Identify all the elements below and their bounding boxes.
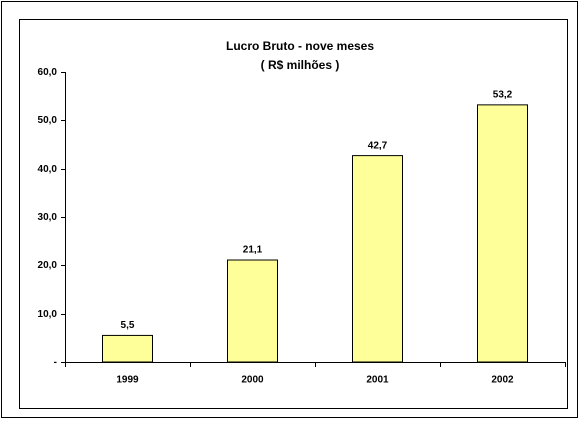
y-tick-label: 40,0: [38, 164, 58, 175]
data-label: 42,7: [368, 140, 388, 151]
bar: [227, 259, 278, 363]
data-label: 21,1: [243, 245, 263, 256]
y-tick-label: 60,0: [38, 67, 58, 78]
chart-title: Lucro Bruto - nove meses: [226, 39, 374, 53]
x-tick-label: 1999: [116, 375, 139, 386]
x-tick-label: 2000: [241, 375, 264, 386]
y-tick-label: 10,0: [38, 309, 58, 320]
x-tick-label: 2002: [491, 375, 514, 386]
bar: [477, 104, 528, 363]
data-label: 5,5: [121, 320, 135, 331]
bar: [102, 334, 153, 363]
bar: [352, 155, 403, 363]
y-tick-label: -: [54, 357, 57, 368]
x-tick-label: 2001: [366, 375, 389, 386]
y-tick-label: 50,0: [38, 115, 58, 126]
chart-subtitle: ( R$ milhões ): [261, 58, 340, 72]
y-tick-label: 20,0: [38, 260, 58, 271]
data-label: 53,2: [493, 90, 513, 101]
y-tick-label: 30,0: [38, 212, 58, 223]
